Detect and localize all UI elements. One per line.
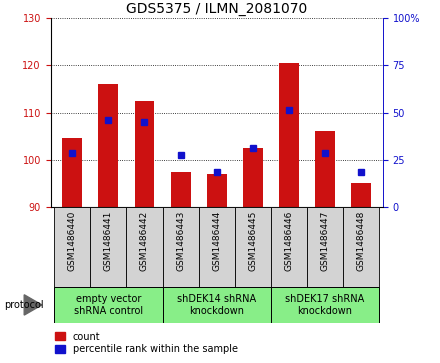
Bar [315,131,335,207]
FancyBboxPatch shape [271,287,379,323]
Text: GSM1486440: GSM1486440 [68,211,77,271]
FancyBboxPatch shape [198,207,235,287]
Text: shDEK17 shRNA
knockdown: shDEK17 shRNA knockdown [286,294,365,316]
Text: GSM1486448: GSM1486448 [357,211,366,271]
Polygon shape [24,295,42,315]
Text: GSM1486442: GSM1486442 [140,211,149,271]
FancyBboxPatch shape [126,207,162,287]
Text: shDEK14 shRNA
knockdown: shDEK14 shRNA knockdown [177,294,256,316]
Text: GSM1486443: GSM1486443 [176,211,185,271]
Text: GSM1486441: GSM1486441 [104,211,113,271]
Text: empty vector
shRNA control: empty vector shRNA control [74,294,143,316]
FancyBboxPatch shape [343,207,379,287]
FancyBboxPatch shape [271,207,307,287]
Text: GSM1486445: GSM1486445 [248,211,257,271]
FancyBboxPatch shape [162,287,271,323]
FancyBboxPatch shape [162,207,198,287]
Bar [207,174,227,207]
Text: GSM1486447: GSM1486447 [320,211,330,271]
Bar [171,171,191,207]
Bar [99,84,118,207]
Text: GSM1486444: GSM1486444 [212,211,221,271]
Bar [351,183,371,207]
Text: GSM1486446: GSM1486446 [284,211,293,271]
FancyBboxPatch shape [90,207,126,287]
Bar [243,148,263,207]
FancyBboxPatch shape [307,207,343,287]
FancyBboxPatch shape [235,207,271,287]
Bar [279,63,299,207]
Title: GDS5375 / ILMN_2081070: GDS5375 / ILMN_2081070 [126,2,307,16]
FancyBboxPatch shape [54,207,90,287]
FancyBboxPatch shape [54,287,162,323]
Bar [62,138,82,207]
Bar [135,101,154,207]
Legend: count, percentile rank within the sample: count, percentile rank within the sample [55,331,238,355]
Text: protocol: protocol [4,300,44,310]
